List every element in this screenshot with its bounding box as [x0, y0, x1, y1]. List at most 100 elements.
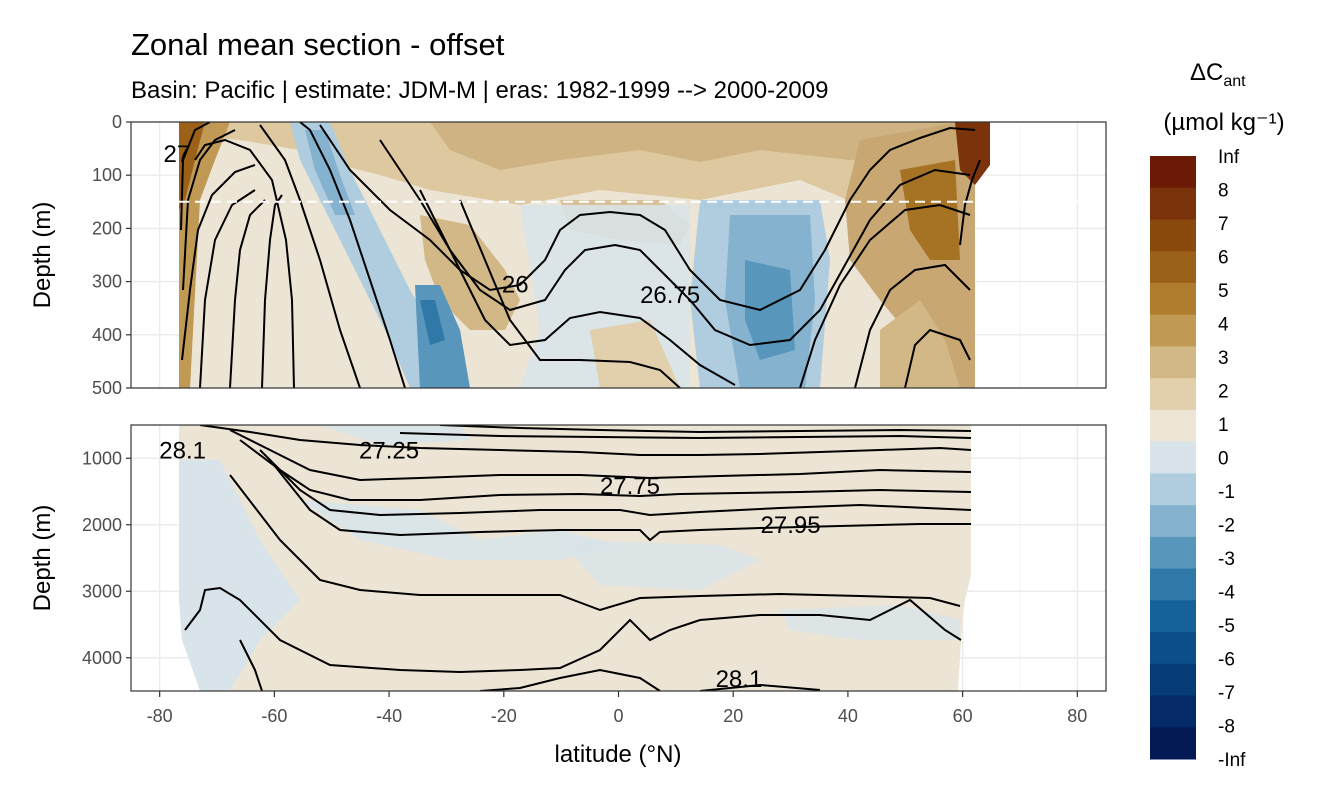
contour-label: 28.1 — [716, 666, 763, 693]
legend-swatch — [1150, 251, 1196, 284]
y-tick-label: 300 — [92, 272, 122, 292]
legend-swatch — [1150, 156, 1196, 189]
y-axis-label-lower: Depth (m) — [29, 505, 56, 612]
legend-swatches — [1150, 156, 1196, 760]
contour-26-long — [299, 122, 406, 388]
y-axis-label-upper: Depth (m) — [29, 202, 56, 309]
north-negative-deep — [745, 260, 795, 360]
contour-lower-12 — [699, 683, 821, 691]
y-tick-label: 3000 — [82, 581, 122, 601]
contour-26 — [259, 124, 361, 388]
legend-label: -2 — [1218, 516, 1235, 537]
legend-unit: (µmol kg⁻¹) — [1163, 109, 1284, 136]
legend-label: 5 — [1218, 281, 1229, 302]
legend-label: -Inf — [1218, 750, 1246, 771]
x-tick-label: 20 — [723, 706, 743, 726]
north-deep-positive — [880, 300, 960, 388]
north-positive-core — [955, 122, 990, 185]
y-tick-label: 1000 — [82, 448, 122, 468]
south-deep-light-negative — [179, 460, 300, 691]
x-tick-label: 60 — [953, 706, 973, 726]
legend-swatch — [1150, 632, 1196, 665]
upper-panel-border — [130, 121, 1107, 389]
legend-label: 0 — [1218, 449, 1229, 470]
upper-panel-field: 26 26.75 27 — [131, 122, 1106, 388]
contour-27-75 — [239, 439, 972, 501]
contour-label: 27 — [164, 141, 191, 168]
legend-swatch — [1150, 727, 1196, 760]
contour-27-95 — [269, 459, 971, 542]
legend-label: 3 — [1218, 348, 1229, 369]
upper-contour-labels: 26 26.75 27 — [164, 141, 701, 309]
legend-label: -3 — [1218, 549, 1235, 570]
y-tick-label: 0 — [112, 112, 122, 132]
contour-lower-top-2 — [399, 432, 972, 440]
legend-label: -7 — [1218, 683, 1235, 704]
legend-swatch — [1150, 695, 1196, 728]
upper-density-contours — [180, 122, 981, 388]
contour-lower-10 — [239, 639, 263, 691]
legend-label: 2 — [1218, 382, 1229, 403]
contour-upper-north-2 — [854, 263, 971, 388]
tropical-deep-light-negative — [560, 540, 760, 590]
contour-label: 27.95 — [761, 512, 821, 539]
contour-label: 26.75 — [640, 282, 700, 309]
contour-26-75 — [379, 139, 971, 347]
lower-contour-labels: 28.1 27.25 27.75 27.95 28.1 — [159, 437, 821, 693]
contour-27-25 — [199, 425, 972, 456]
lower-y-ticks: 1000 2000 3000 4000 — [82, 448, 131, 668]
surface-positive-core — [430, 122, 960, 170]
legend-swatch — [1150, 536, 1196, 570]
legend-label: -6 — [1218, 650, 1235, 671]
x-tick-label: -40 — [376, 706, 402, 726]
x-tick-label: 0 — [613, 706, 623, 726]
contour-lower-top-1 — [439, 425, 972, 434]
deep-negative-south-core — [420, 300, 445, 345]
north-deep-light-negative — [780, 605, 960, 640]
legend-swatch — [1150, 600, 1196, 633]
x-tick-label: -20 — [491, 706, 517, 726]
legend-swatch — [1150, 441, 1196, 474]
legend-swatch — [1150, 473, 1196, 506]
south-positive-core — [179, 122, 205, 210]
contour-upper-north-3 — [904, 328, 971, 388]
legend-label: -4 — [1218, 583, 1235, 604]
upper-y-ticks: 0 100 200 300 400 500 — [92, 112, 131, 398]
y-tick-label: 400 — [92, 325, 122, 345]
contour-upper-4 — [199, 189, 256, 388]
contour-label: 27.75 — [600, 473, 660, 500]
legend-swatch — [1150, 409, 1196, 443]
legend-label: 6 — [1218, 248, 1229, 269]
legend-label: 1 — [1218, 415, 1229, 436]
lower-density-contours — [184, 425, 972, 691]
lower-panel: 28.1 27.25 27.75 27.95 28.1 1000 2000 3000 4000… — [82, 424, 1107, 726]
tropical-positive-deep — [590, 320, 680, 388]
north-positive-mid — [900, 160, 960, 260]
x-tick-label: 80 — [1067, 706, 1087, 726]
x-axis-label: latitude (°N) — [555, 741, 682, 768]
contour-lower-4 — [229, 429, 972, 482]
legend-swatch — [1150, 282, 1196, 316]
contour-26-main — [319, 124, 976, 312]
x-tick-label: 40 — [838, 706, 858, 726]
x-tick-label: -80 — [147, 706, 173, 726]
legend-swatch — [1150, 187, 1196, 220]
legend-swatch — [1150, 314, 1196, 347]
legend-swatch — [1150, 568, 1196, 601]
contour-upper-north-4 — [959, 159, 981, 246]
colorbar-legend: ΔCant (µmol kg⁻¹) Inf 8 7 6 5 4 3 2 1 0 -1 -2 -3 -4 -5… — [1150, 59, 1285, 771]
y-tick-label: 4000 — [82, 648, 122, 668]
legend-labels: Inf 8 7 6 5 4 3 2 1 0 -1 -2 -3 -4 -5 -6 -7 -8 -Inf — [1218, 147, 1246, 771]
legend-label: Inf — [1218, 147, 1240, 168]
contour-upper-27 — [419, 189, 736, 386]
legend-swatch — [1150, 219, 1196, 252]
legend-swatch — [1150, 663, 1196, 697]
legend-label: -8 — [1218, 717, 1235, 738]
contour-label: 26 — [502, 271, 529, 298]
y-tick-label: 100 — [92, 165, 122, 185]
contour-label: 27.25 — [359, 437, 419, 464]
lower-panel-field: 28.1 27.25 27.75 27.95 28.1 — [159, 425, 972, 693]
legend-title: ΔCant — [1190, 59, 1246, 90]
legend-label: 4 — [1218, 315, 1229, 336]
